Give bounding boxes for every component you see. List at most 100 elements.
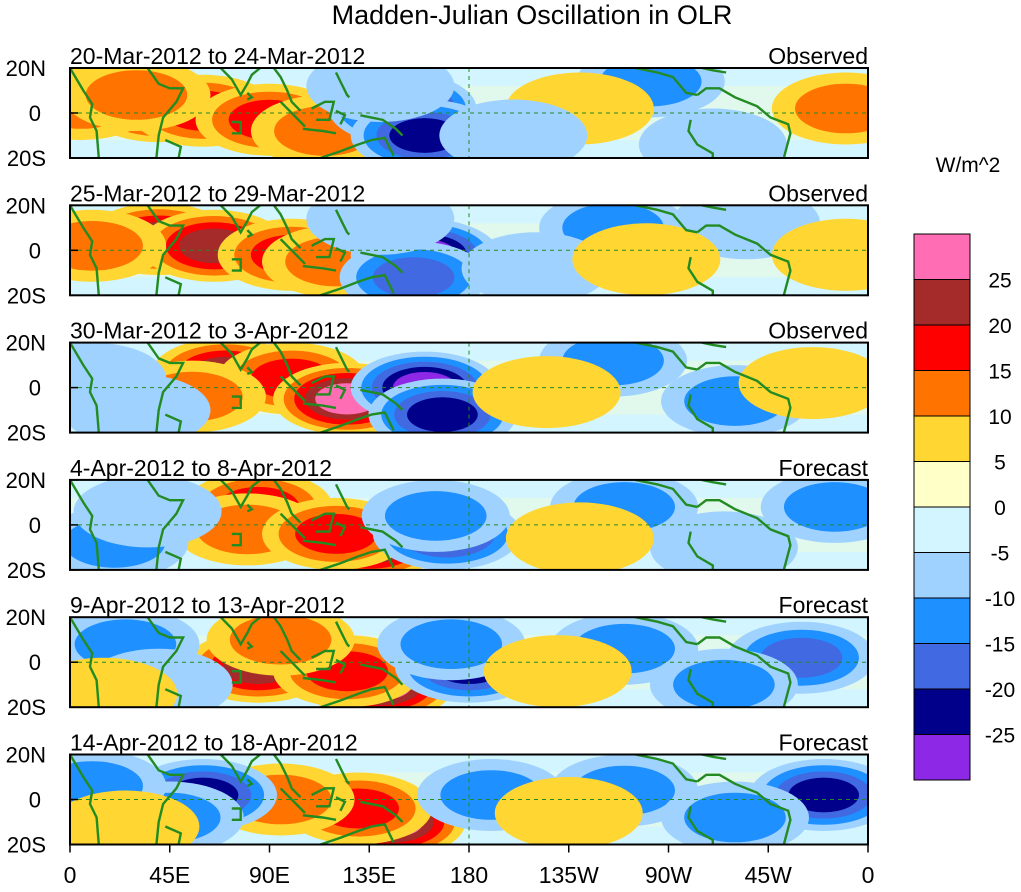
anomaly-contour [306, 68, 455, 122]
coastline [360, 114, 404, 137]
coastline [231, 532, 242, 547]
coastline [320, 685, 395, 708]
coastline [320, 822, 395, 845]
panel-3: 20N 0 20S 30-Mar-2012 to 3-Apr-2012 Observed [6, 318, 869, 446]
anomaly-contour [400, 619, 503, 669]
anomaly-contour [483, 635, 632, 708]
coastline [231, 258, 242, 272]
x-tick-label: 45W [745, 862, 793, 887]
colorbar-swatch [913, 643, 971, 690]
x-tick-label: 90W [645, 862, 693, 887]
anomaly-contour [649, 511, 798, 570]
anomaly-contour [384, 491, 487, 541]
coastline [219, 617, 263, 647]
coastline [687, 668, 714, 708]
y-tick-label: 0 [29, 376, 41, 401]
coastline [231, 670, 242, 684]
colorbar-label: 25 [988, 270, 1011, 293]
anomaly-contour [505, 502, 654, 570]
coastline [219, 342, 263, 372]
colorbar-swatch [913, 688, 971, 735]
coastline [334, 758, 351, 785]
coastline [360, 800, 404, 823]
coastline [164, 825, 183, 845]
coastline [272, 754, 302, 799]
anomaly-contour [638, 108, 787, 158]
coastline [302, 539, 337, 547]
x-tick-label: 0 [64, 862, 77, 887]
coastline [696, 87, 792, 158]
coastline [334, 346, 351, 373]
coastline [231, 807, 242, 821]
coastline [279, 787, 306, 814]
coastline [146, 205, 186, 296]
panel-status: Forecast [779, 730, 869, 756]
coastline [687, 531, 714, 570]
coastline [279, 238, 306, 265]
anomaly-contour [684, 792, 786, 843]
coastline [335, 109, 347, 125]
panel-period: 9-Apr-2012 to 13-Apr-2012 [70, 592, 345, 618]
coastline [360, 663, 404, 686]
panel-status: Observed [768, 318, 868, 344]
y-tick-label: 20S [7, 146, 46, 171]
anomaly-contour [771, 218, 868, 291]
coastline [335, 658, 347, 675]
colorbar-label: 5 [994, 452, 1006, 475]
anomaly-contour [738, 347, 868, 420]
coastline [146, 754, 186, 845]
anomaly-contour [783, 482, 868, 532]
coastline [635, 617, 698, 646]
coastline [70, 617, 100, 708]
coastline [635, 205, 698, 234]
anomaly-contour [70, 342, 167, 415]
coastline [687, 806, 714, 845]
coastline [334, 71, 351, 99]
anomaly-contour [407, 397, 478, 432]
colorbar-swatch [913, 279, 971, 326]
y-tick-label: 20S [7, 558, 46, 583]
colorbar-swatch [913, 415, 971, 462]
coastline [360, 526, 404, 549]
panel-4: 20N 0 20S 4-Apr-2012 to 8-Apr-2012 Forecast [6, 455, 869, 583]
coastline [687, 119, 714, 158]
coastline [635, 754, 698, 783]
colorbar-label: -5 [991, 543, 1010, 566]
x-tick-label: 45E [149, 862, 190, 887]
coastline [164, 138, 183, 158]
coastline [335, 384, 347, 400]
coastline [360, 251, 404, 274]
coastline [334, 621, 351, 648]
coastline [279, 375, 306, 402]
coastline [70, 205, 100, 296]
colorbar-swatch [913, 734, 971, 781]
x-tick-label: 135E [342, 862, 396, 887]
anomaly-contour [494, 777, 643, 845]
colorbar-swatch [913, 233, 971, 280]
colorbar-label: 10 [988, 406, 1011, 429]
coastline [70, 342, 100, 433]
coastline [219, 205, 263, 235]
colorbar-label: 15 [988, 361, 1011, 384]
panel-period: 20-Mar-2012 to 24-Mar-2012 [70, 43, 365, 69]
coastline [320, 548, 395, 570]
coastline [302, 402, 337, 410]
y-tick-label: 0 [29, 513, 41, 538]
colorbar-swatch [913, 552, 971, 599]
y-tick-label: 20S [7, 695, 46, 720]
coastline [302, 814, 337, 821]
coastline [320, 411, 395, 433]
coastline [146, 617, 186, 708]
y-tick-label: 20N [6, 605, 46, 630]
coastline [231, 395, 242, 410]
coastline [246, 641, 254, 650]
y-tick-label: 20N [6, 468, 46, 493]
x-tick-label: 0 [862, 862, 875, 887]
coastline [635, 479, 698, 509]
colorbar-label: -10 [985, 588, 1015, 611]
panel-status: Observed [768, 180, 868, 206]
coastline [279, 512, 306, 540]
y-tick-label: 20N [6, 331, 46, 356]
y-tick-label: 20N [6, 56, 46, 81]
